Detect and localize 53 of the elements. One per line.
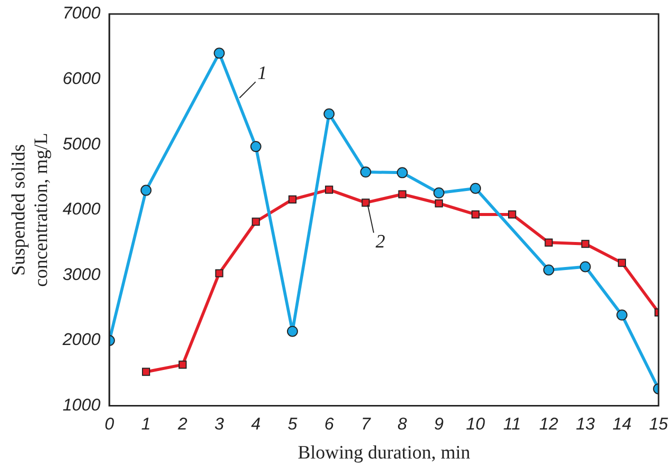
x-tick-label: 6 <box>324 414 334 434</box>
x-tick-label: 1 <box>141 414 151 434</box>
y-tick-label: 1000 <box>62 396 101 415</box>
point <box>362 198 370 207</box>
point <box>178 360 187 369</box>
x-axis-title: Blowing duration, min <box>298 442 471 464</box>
point <box>543 264 554 276</box>
y-tick-label: 6000 <box>62 69 101 88</box>
x-tick-label: 8 <box>398 414 408 434</box>
x-tick-label: 12 <box>539 414 559 434</box>
y-tick-label: 5000 <box>62 134 101 154</box>
point <box>580 261 591 272</box>
series-label: 1 <box>258 62 268 84</box>
x-tick-label: 2 <box>176 414 188 434</box>
point <box>470 182 482 194</box>
point <box>140 184 152 196</box>
point <box>250 141 262 152</box>
point <box>508 210 516 219</box>
point <box>433 187 444 198</box>
point <box>286 326 298 337</box>
y-axis-title: Suspended solids concentration, mg/L <box>8 132 52 287</box>
x-tick-label: 3 <box>214 414 225 434</box>
x-tick-label: 4 <box>251 414 261 434</box>
point <box>360 166 372 178</box>
point <box>142 368 150 376</box>
point <box>252 218 260 226</box>
x-tick-label: 5 <box>288 414 298 434</box>
x-tick-label: 15 <box>649 414 669 434</box>
point <box>215 269 224 278</box>
y-tick-label: 7000 <box>62 4 101 23</box>
x-tick-label: 10 <box>466 414 486 434</box>
y-tick-label: 3000 <box>62 264 101 284</box>
x-tick-label: 9 <box>434 414 444 434</box>
x-tick-label: 0 <box>104 414 115 434</box>
point <box>471 210 480 219</box>
x-tick-label: 14 <box>612 414 632 434</box>
point <box>581 240 590 248</box>
legend-label: 2 <box>376 232 386 253</box>
point <box>396 167 408 178</box>
x-tick-label: 13 <box>576 414 596 434</box>
point <box>325 186 334 194</box>
point <box>434 199 443 208</box>
point <box>214 48 225 59</box>
y-tick-label: 4000 <box>62 200 101 219</box>
point <box>288 195 296 204</box>
y-tick-label: 2000 <box>62 330 101 350</box>
point <box>544 238 553 247</box>
point <box>616 310 628 321</box>
point <box>324 108 335 120</box>
point <box>398 190 406 198</box>
x-tick-label: 7 <box>360 414 371 434</box>
x-tick-label: 11 <box>503 414 521 434</box>
point <box>618 258 626 267</box>
